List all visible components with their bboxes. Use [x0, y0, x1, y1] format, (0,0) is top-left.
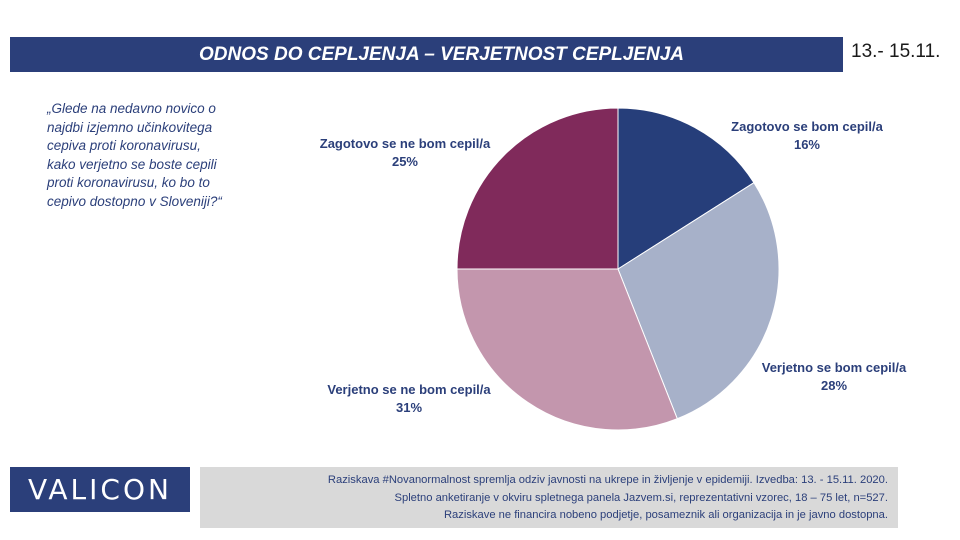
date-range: 13.- 15.11. [851, 41, 941, 62]
logo-text: VALICON [28, 473, 172, 506]
slice-label-zagotovo-bom: Zagotovo se bom cepil/a 16% [731, 118, 883, 154]
title-bar: ODNOS DO CEPLJENJA – VERJETNOST CEPLJENJ… [10, 37, 843, 72]
pie-slice-0 [617, 107, 755, 270]
footer-line: Spletno anketiranje v okviru spletnega p… [394, 491, 888, 504]
slice-label-value: 28% [820, 378, 848, 393]
footer-note: Raziskava #Novanormalnost spremlja odziv… [200, 467, 898, 528]
slice-label-verjetno-ne-bom: Verjetno se ne bom cepil/a 31% [327, 381, 490, 417]
survey-question: „Glede na nedavno novico o najdbi izjemn… [47, 101, 222, 209]
slice-label-verjetno-bom: Verjetno se bom cepil/a 28% [762, 359, 907, 395]
pie-slice-1 [617, 182, 780, 420]
footer-line: Raziskave ne financira nobeno podjetje, … [443, 509, 888, 521]
slice-label-name: Verjetno se bom cepil/a [761, 360, 907, 375]
slice-label-value: 31% [395, 400, 423, 415]
page-title: ODNOS DO CEPLJENJA – VERJETNOST CEPLJENJ… [199, 43, 684, 65]
slice-label-value: 16% [793, 137, 821, 152]
pie-slice-2 [456, 268, 678, 431]
slice-label-zagotovo-ne-bom: Zagotovo se ne bom cepil/a 25% [320, 135, 490, 171]
slice-label-name: Verjetno se ne bom cepil/a [327, 382, 491, 397]
slice-label-name: Zagotovo se ne bom cepil/a [319, 136, 491, 151]
slice-label-value: 25% [391, 154, 419, 169]
pie-slice-3 [456, 107, 619, 270]
slice-label-name: Zagotovo se bom cepil/a [731, 119, 883, 134]
footer-line: Raziskava #Novanormalnost spremlja odziv… [327, 474, 888, 486]
valicon-logo: VALICON [10, 467, 190, 512]
